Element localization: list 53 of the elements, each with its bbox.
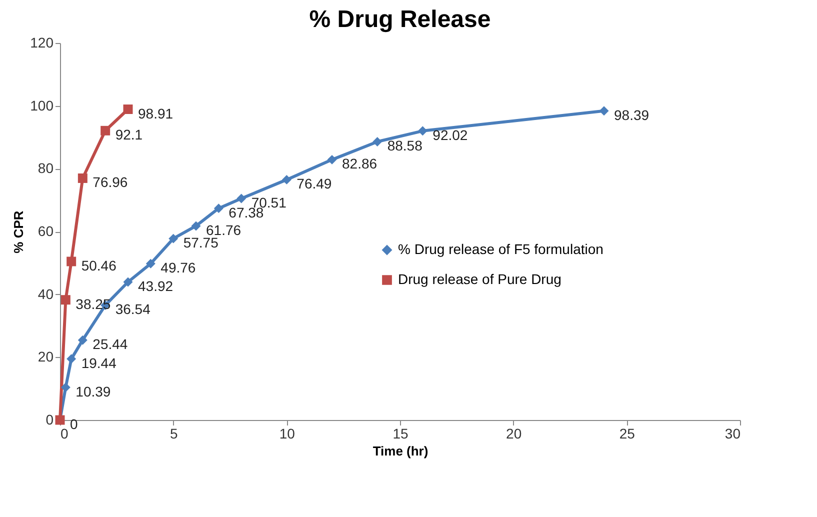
data-label: 98.91 (138, 105, 174, 122)
data-label: 19.44 (81, 354, 117, 371)
point (146, 258, 156, 268)
point (78, 173, 88, 183)
data-label: 49.76 (160, 260, 196, 276)
x-tick-label: 15 (392, 426, 408, 442)
x-axis-title: Time (hr) (372, 444, 428, 458)
data-label: 98.39 (614, 106, 650, 123)
point (100, 126, 110, 136)
point (168, 234, 178, 244)
chart-title: % Drug Release (309, 6, 491, 33)
data-label: 43.92 (138, 278, 174, 294)
data-label: 10.39 (76, 383, 111, 400)
data-label: 82.86 (342, 156, 378, 172)
point (123, 104, 133, 114)
y-tick-label: 0 (46, 412, 54, 428)
point (327, 154, 337, 164)
data-label: 76.96 (92, 174, 128, 190)
point (236, 194, 246, 204)
data-label: 88.58 (387, 138, 423, 154)
x-tick-label: 10 (279, 426, 296, 442)
x-tick-label: 20 (506, 426, 522, 442)
point (66, 256, 76, 266)
point (66, 354, 76, 364)
x-tick-label: 30 (724, 426, 741, 442)
x-tick-label: 0 (60, 426, 68, 442)
data-label: 25.44 (92, 336, 128, 352)
point (418, 126, 428, 136)
point (60, 295, 70, 305)
point (78, 335, 88, 345)
data-label: 92.1 (115, 126, 143, 143)
y-tick-label: 100 (30, 97, 54, 114)
point (123, 277, 133, 287)
y-tick-label: 80 (38, 160, 54, 176)
legend-label: % Drug release of F5 formulation (398, 241, 604, 257)
data-label: 50.46 (81, 257, 117, 274)
legend-label: Drug release of Pure Drug (398, 271, 562, 287)
y-tick-label: 20 (38, 348, 54, 365)
point (191, 221, 201, 231)
data-label: 76.49 (296, 176, 332, 192)
y-tick-label: 60 (38, 223, 54, 239)
data-label: 36.54 (115, 301, 151, 318)
point (214, 204, 224, 214)
y-tick-label: 40 (38, 286, 54, 302)
x-tick-label: 5 (170, 426, 178, 442)
point (60, 382, 70, 392)
point (282, 174, 292, 184)
y-axis-title: % CPR (11, 210, 26, 254)
data-label: 92.02 (432, 126, 468, 143)
x-tick-label: 25 (619, 426, 636, 442)
y-tick-label: 120 (30, 34, 54, 50)
point (372, 136, 382, 146)
point (599, 106, 609, 116)
